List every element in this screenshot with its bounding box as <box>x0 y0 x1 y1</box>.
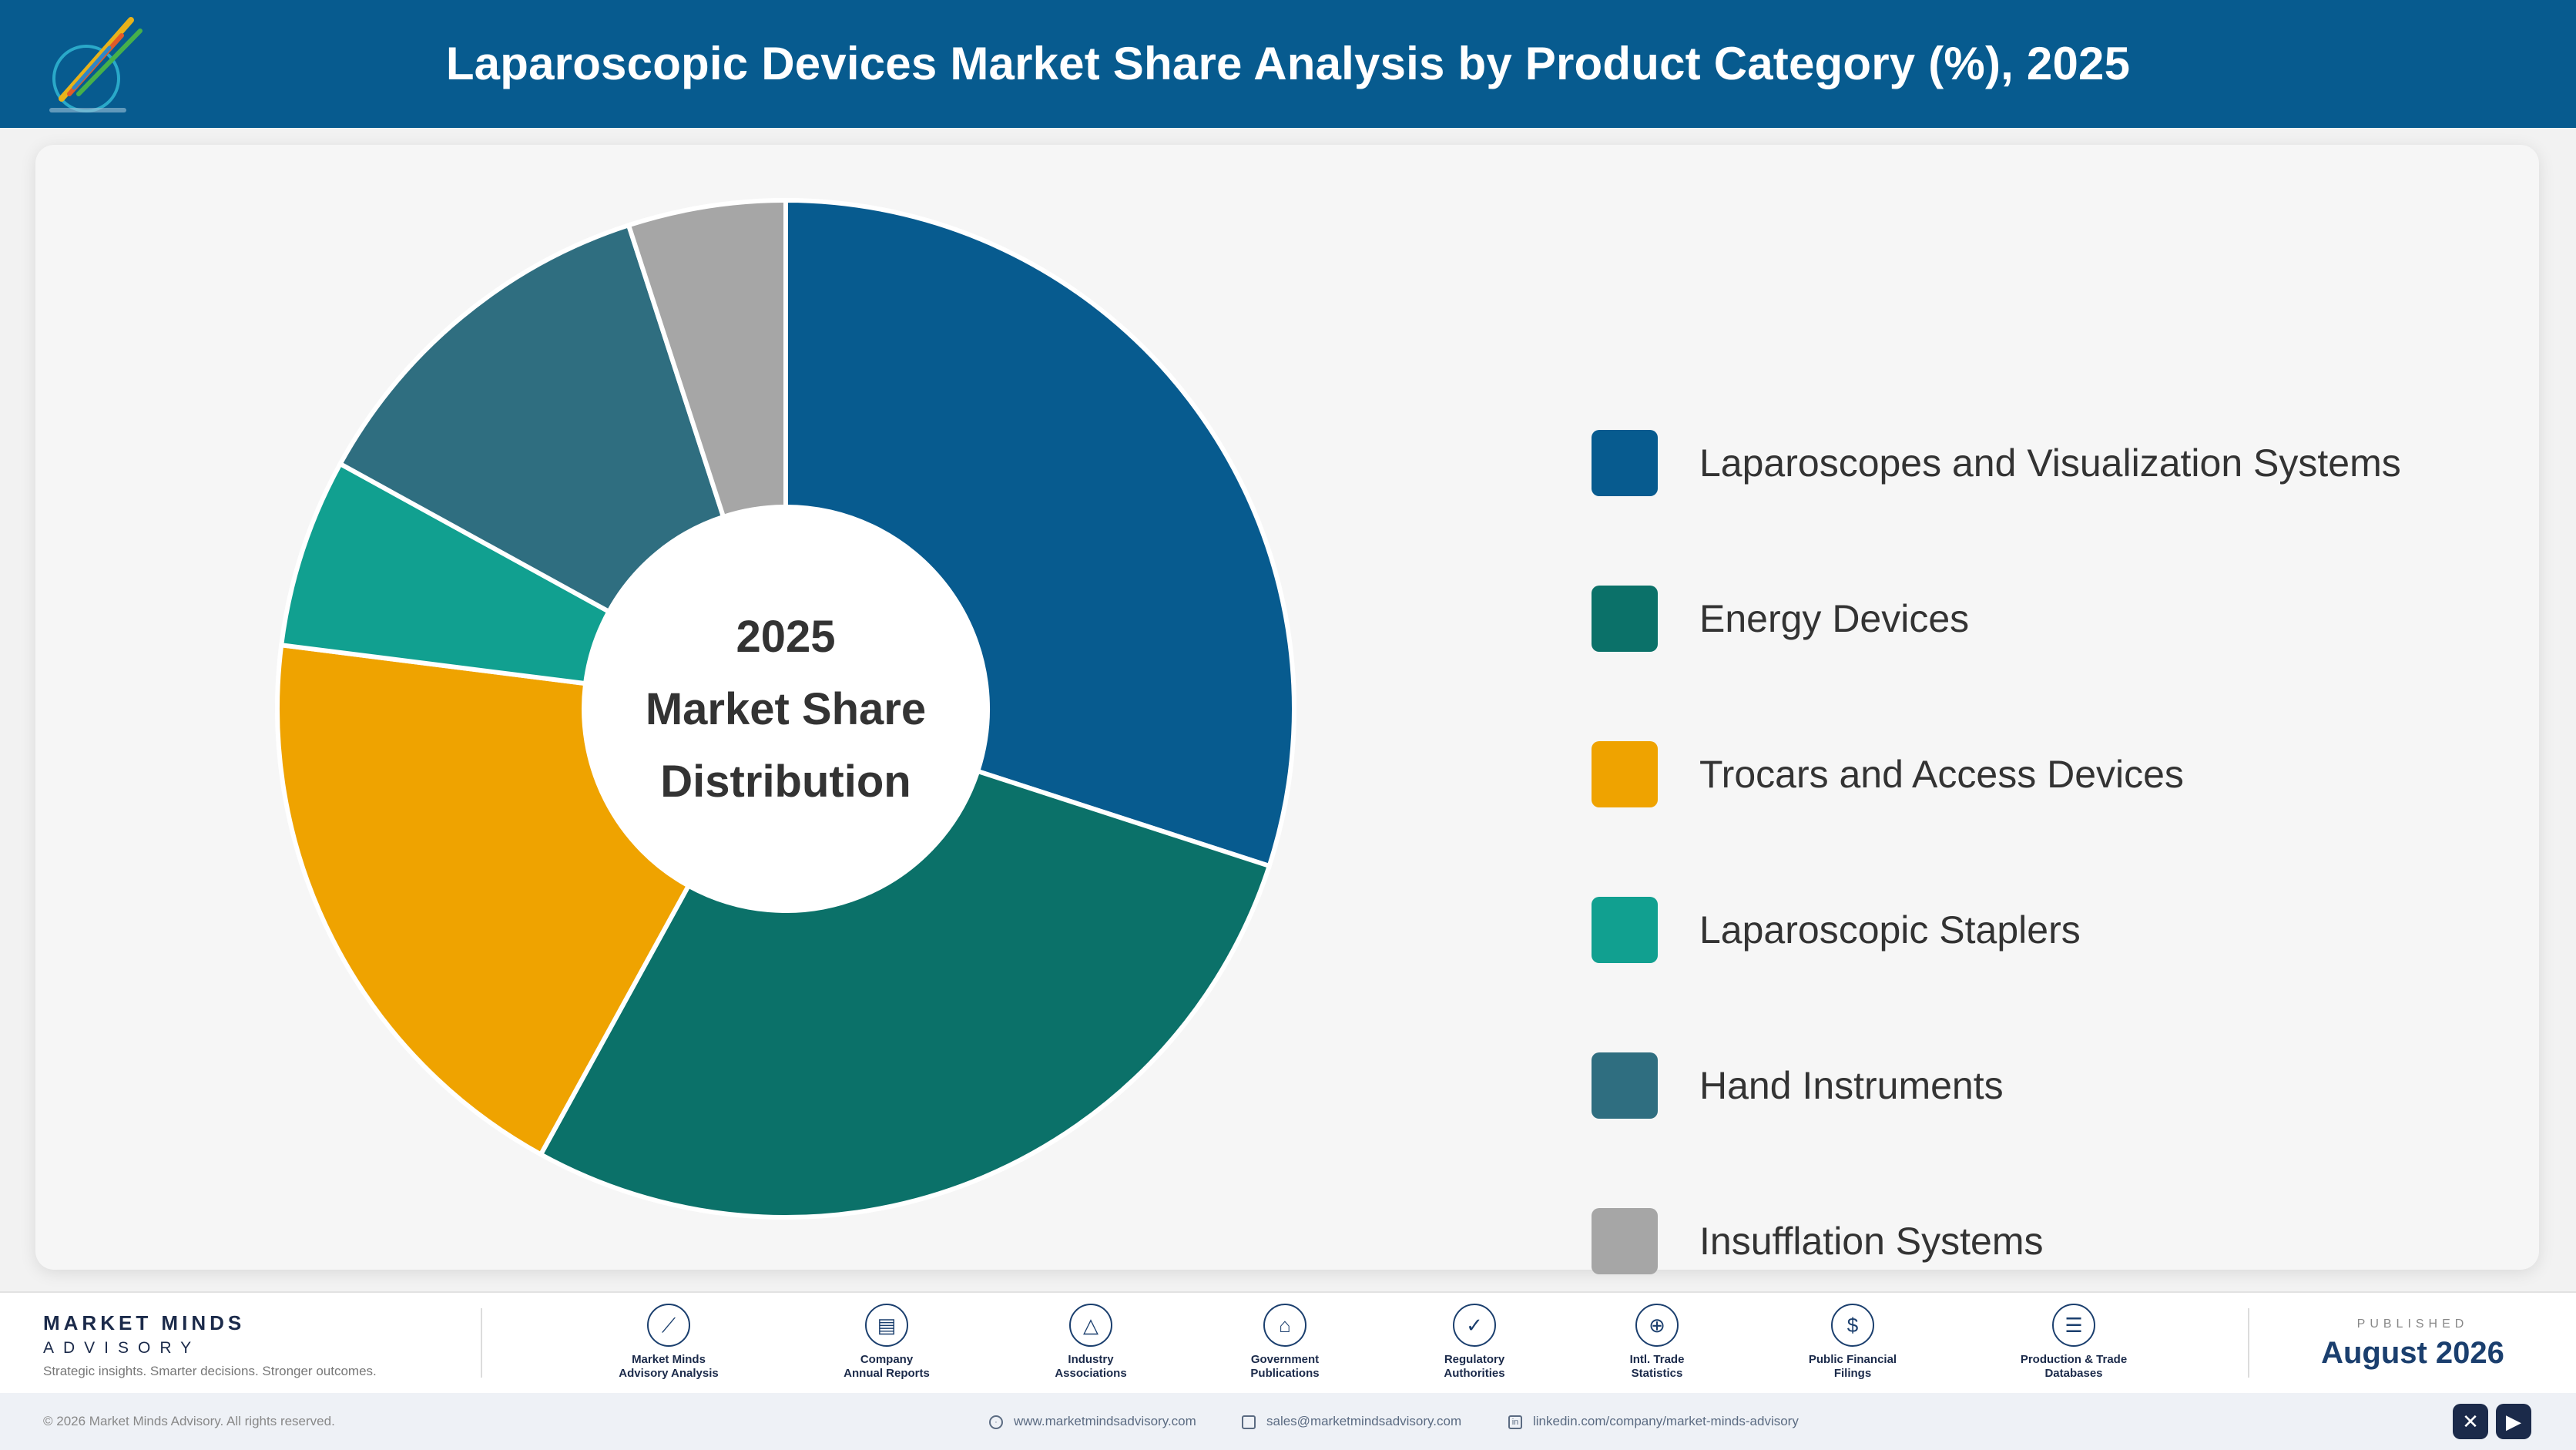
source-label: Industry Associations <box>1055 1353 1127 1380</box>
source-label: Regulatory Authorities <box>1444 1353 1505 1380</box>
header-bar: Laparoscopic Devices Market Share Analys… <box>0 0 2576 128</box>
legend-swatch <box>1592 1208 1658 1274</box>
legend-label: Laparoscopes and Visualization Systems <box>1699 441 2401 485</box>
legend-swatch <box>1592 586 1658 652</box>
document-icon: ▤ <box>865 1304 908 1347</box>
pie-slice-1[interactable] <box>537 768 1273 1220</box>
published-label: PUBLISHED <box>2356 1317 2469 1331</box>
website-link[interactable]: · www.marketmindsadvisory.com <box>989 1393 1196 1450</box>
website-text: www.marketmindsadvisory.com <box>1014 1414 1196 1428</box>
source-label: Company Annual Reports <box>844 1353 930 1380</box>
chart-card: 2025 Market Share Distribution Laparoscope… <box>35 145 2539 1274</box>
source-item[interactable]: ☰ Production & Trade Databases <box>1981 1304 2166 1381</box>
source-label: Public Financial Filings <box>1808 1353 1897 1380</box>
donut-chart: 2025 Market Share Distribution <box>275 197 1296 1220</box>
legend-label: Laparoscopic Staplers <box>1699 908 2081 952</box>
legend-label: Hand Instruments <box>1699 1064 2004 1107</box>
brand-name: MARKET MINDS <box>43 1311 246 1334</box>
source-item[interactable]: ⊕ Intl. Trade Statistics <box>1565 1304 1749 1381</box>
source-label: Production & Trade Databases <box>2020 1353 2128 1380</box>
source-label: Government Publications <box>1250 1353 1320 1380</box>
center-text-line: Distribution <box>660 757 911 807</box>
email-text: sales@marketmindsadvisory.com <box>1266 1414 1462 1428</box>
legend-swatch <box>1592 741 1658 807</box>
footer: MARKET MINDS ADVISORY Strategic insights… <box>0 1291 2576 1393</box>
network-icon: △ <box>1069 1304 1112 1347</box>
source-item[interactable]: ▤ Company Annual Reports <box>794 1304 979 1381</box>
source-label: Intl. Trade Statistics <box>1629 1353 1685 1380</box>
bottom-bar: © 2026 Market Minds Advisory. All rights… <box>0 1393 2576 1450</box>
globe-icon: · <box>989 1415 1003 1429</box>
legend-swatch <box>1592 430 1658 496</box>
legend-swatch <box>1592 1052 1658 1119</box>
footer-divider <box>481 1308 482 1378</box>
footer-divider <box>2248 1308 2249 1378</box>
legend-label: Trocars and Access Devices <box>1699 753 2184 796</box>
building-icon: ⌂ <box>1263 1304 1306 1347</box>
source-item[interactable]: ✓ Regulatory Authorities <box>1382 1304 1567 1381</box>
mail-icon <box>1242 1415 1256 1429</box>
page-title: Laparoscopic Devices Market Share Analys… <box>445 38 2131 89</box>
center-text-line: 2025 <box>736 612 835 662</box>
brand-subtitle: ADVISORY <box>43 1339 201 1357</box>
youtube-icon[interactable]: ▶ <box>2496 1404 2531 1439</box>
legend-swatch <box>1592 897 1658 963</box>
pie-slice-0[interactable] <box>783 197 1296 869</box>
source-item[interactable]: $ Public Financial Filings <box>1760 1304 1945 1381</box>
source-item[interactable]: ⟋ Market Minds Advisory Analysis <box>576 1304 761 1381</box>
legend-label: Insufflation Systems <box>1699 1220 2044 1263</box>
shield-icon: ✓ <box>1453 1304 1496 1347</box>
linkedin-text: linkedin.com/company/market-minds-adviso… <box>1533 1414 1799 1428</box>
source-item[interactable]: △ Industry Associations <box>998 1304 1183 1381</box>
dollar-icon: $ <box>1831 1304 1874 1347</box>
donut-hole <box>584 507 988 911</box>
x-twitter-icon[interactable]: ✕ <box>2453 1404 2488 1439</box>
center-text-line: Market Share <box>646 684 926 734</box>
linkedin-link[interactable]: in linkedin.com/company/market-minds-advi… <box>1508 1393 1799 1450</box>
source-label: Market Minds Advisory Analysis <box>619 1353 719 1380</box>
company-logo <box>49 17 143 112</box>
source-item[interactable]: ⌂ Government Publications <box>1192 1304 1377 1381</box>
brand-tagline: Strategic insights. Smarter decisions. S… <box>43 1364 377 1378</box>
email-link[interactable]: sales@marketmindsadvisory.com <box>1242 1393 1461 1450</box>
database-icon: ☰ <box>2052 1304 2095 1347</box>
chart-line-icon: ⟋ <box>647 1304 690 1347</box>
linkedin-icon: in <box>1508 1415 1522 1429</box>
copyright-text: © 2026 Market Minds Advisory. All rights… <box>43 1414 335 1428</box>
globe-icon: ⊕ <box>1635 1304 1679 1347</box>
published-date: August 2026 <box>2321 1336 2504 1370</box>
legend-label: Energy Devices <box>1699 597 1970 640</box>
